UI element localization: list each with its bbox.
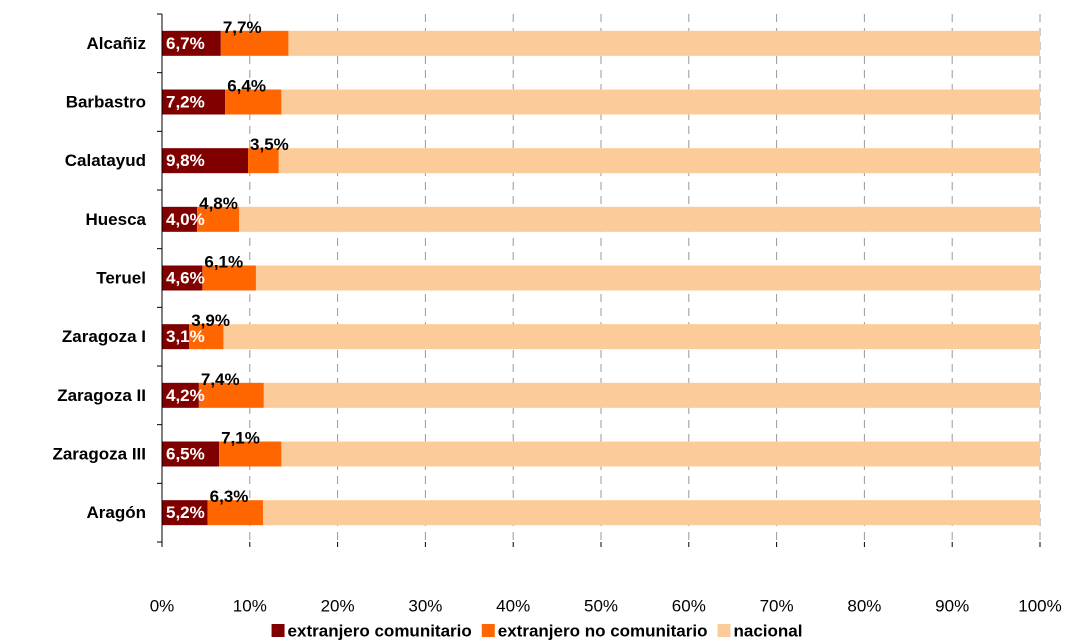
bar-segment xyxy=(162,265,203,291)
data-label: 4,0% xyxy=(166,210,205,229)
bar-segment xyxy=(255,265,1041,291)
data-label: 3,9% xyxy=(191,311,230,330)
x-tick-label: 70% xyxy=(760,596,794,615)
legend-swatch xyxy=(271,624,285,637)
y-tick-label: Zaragoza I xyxy=(62,327,146,346)
bar-segment xyxy=(162,441,220,467)
y-tick-label: Huesca xyxy=(86,210,147,229)
bar-segment xyxy=(219,441,282,467)
data-label: 4,6% xyxy=(166,268,205,287)
bar-segment xyxy=(197,206,240,232)
y-tick-label: Barbastro xyxy=(66,92,146,111)
x-tick-label: 30% xyxy=(408,596,442,615)
y-tick-label: Alcañiz xyxy=(86,34,146,53)
bar-segment xyxy=(189,324,224,350)
data-label: 7,7% xyxy=(223,18,262,37)
x-tick-label: 10% xyxy=(233,596,267,615)
data-label: 7,1% xyxy=(221,428,260,447)
bar-segment xyxy=(288,30,1040,56)
x-tick-label: 20% xyxy=(321,596,355,615)
x-tick-label: 50% xyxy=(584,596,618,615)
x-tick-label: 80% xyxy=(847,596,881,615)
y-tick-label: Zaragoza II xyxy=(57,386,146,405)
x-tick-label: 100% xyxy=(1018,596,1061,615)
bar-segment xyxy=(162,30,221,56)
bar-segment xyxy=(162,206,198,232)
legend-label: extranjero no comunitario xyxy=(498,621,708,640)
data-label: 6,4% xyxy=(227,76,266,95)
bar-segment xyxy=(202,265,256,291)
legend: extranjero comunitario extranjero no comu… xyxy=(271,621,802,640)
bar-segment xyxy=(262,500,1041,526)
legend-label: extranjero comunitario xyxy=(288,621,472,640)
y-tick-label: Calatayud xyxy=(65,151,146,170)
legend-swatch xyxy=(717,624,731,637)
x-tick-label: 40% xyxy=(496,596,530,615)
bar-segment xyxy=(198,382,264,408)
legend-label: nacional xyxy=(733,621,802,640)
bar-segment xyxy=(281,441,1041,467)
data-label: 6,5% xyxy=(166,444,205,463)
bar-segment xyxy=(248,148,279,174)
y-tick-label: Teruel xyxy=(96,268,146,287)
y-tick-label: Aragón xyxy=(87,503,147,522)
legend-swatch xyxy=(481,624,495,637)
bar-segment xyxy=(162,500,208,526)
bar-segment xyxy=(207,500,263,526)
bar-segment xyxy=(278,148,1040,174)
data-label: 3,1% xyxy=(166,327,205,346)
bar-segment xyxy=(239,206,1040,232)
data-label: 4,8% xyxy=(199,194,238,213)
data-label: 3,5% xyxy=(250,135,289,154)
bar-segment xyxy=(263,382,1040,408)
data-label: 9,8% xyxy=(166,151,205,170)
y-tick-label: Zaragoza III xyxy=(52,444,146,463)
bar-segment xyxy=(162,324,190,350)
data-label: 7,2% xyxy=(166,92,205,111)
data-label: 6,7% xyxy=(166,34,205,53)
bar-segment xyxy=(223,324,1040,350)
data-label: 4,2% xyxy=(166,386,205,405)
x-tick-label: 90% xyxy=(935,596,969,615)
data-label: 6,1% xyxy=(204,252,243,271)
bar-segment xyxy=(225,89,282,115)
data-label: 5,2% xyxy=(166,503,205,522)
data-label: 6,3% xyxy=(210,487,249,506)
bar-segment xyxy=(162,382,199,408)
bar-segment xyxy=(281,89,1041,115)
bar-segment xyxy=(162,148,249,174)
x-tick-label: 60% xyxy=(672,596,706,615)
bar-segment xyxy=(162,89,226,115)
bar-segment xyxy=(220,30,289,56)
data-label: 7,4% xyxy=(201,370,240,389)
x-tick-label: 0% xyxy=(150,596,175,615)
